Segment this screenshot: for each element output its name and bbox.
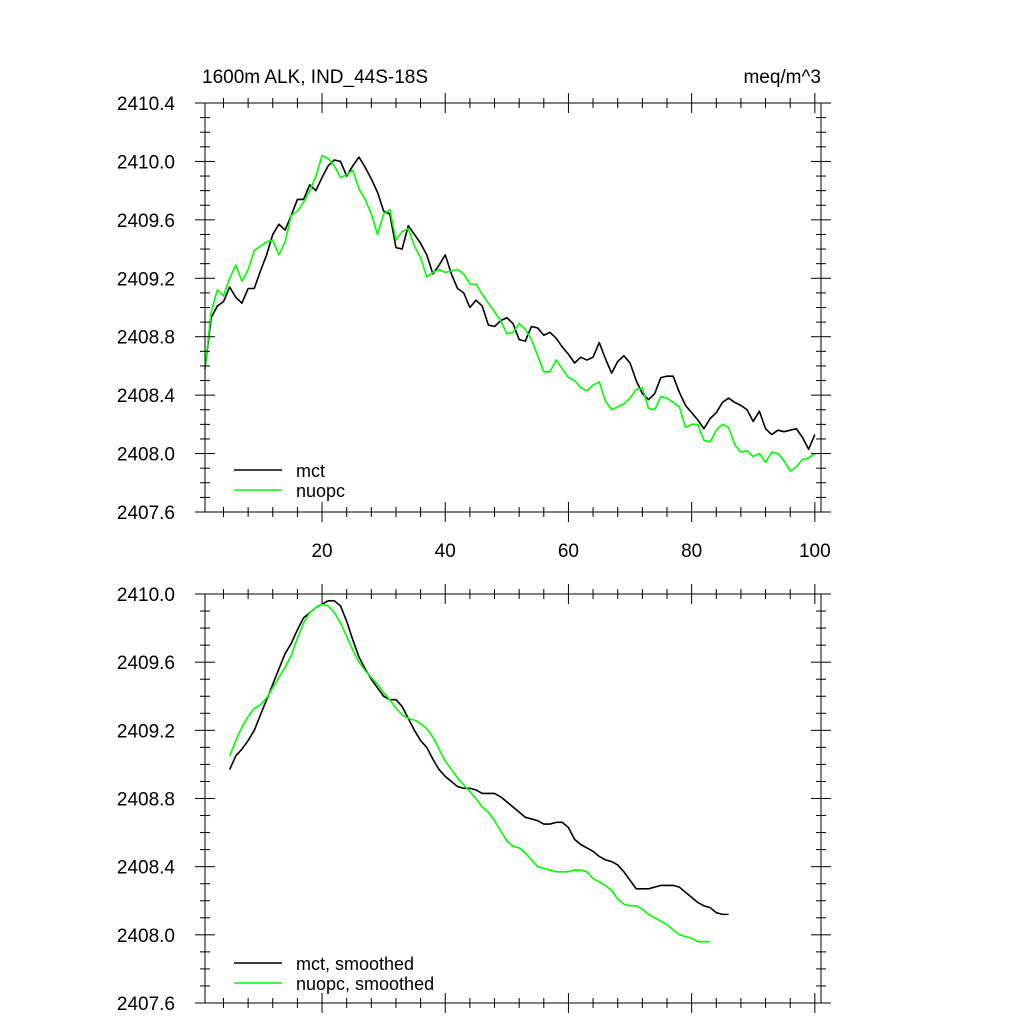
top-y-tick-label: 2407.6 [117, 503, 175, 524]
top-axes: 20 40 60 80 100 2407.6 2408.0 2408.4 2408.8 2409.… [117, 93, 831, 562]
top-panel: 1600m ALK, IND_44S-18S meq/m^3 20 40 60 80 1… [117, 67, 831, 562]
top-title-right: meq/m^3 [743, 67, 821, 88]
top-series-line-mct [204, 156, 816, 450]
bottom-y-tick-label: 2407.6 [117, 994, 175, 1015]
bottom-series-line-nuopc [228, 603, 711, 943]
bottom-y-tick-label: 2409.6 [117, 653, 175, 674]
top-legend: mct nuopc [234, 461, 345, 501]
top-title-left: 1600m ALK, IND_44S-18S [202, 67, 428, 88]
bottom-legend-label-nuopc: nuopc, smoothed [296, 974, 434, 994]
top-x-tick-label: 60 [558, 541, 579, 562]
top-legend-label-mct: mct [296, 461, 325, 481]
top-y-tick-label: 2408.0 [117, 445, 175, 466]
bottom-y-tick-label: 2409.2 [117, 721, 175, 742]
bottom-y-tick-label: 2408.8 [117, 790, 175, 811]
bottom-panel: 2407.6 2408.0 2408.4 2408.8 2409.2 2409.6 2410… [117, 584, 831, 1015]
top-y-tick-label: 2409.6 [117, 211, 175, 232]
top-x-tick-label: 80 [681, 541, 702, 562]
top-y-tick-label: 2408.4 [117, 386, 176, 407]
top-x-tick-label: 100 [799, 541, 831, 562]
bottom-plot-frame [204, 593, 822, 1004]
top-y-tick-label: 2410.0 [117, 152, 175, 173]
top-x-tick-label: 20 [311, 541, 332, 562]
top-y-tick-label: 2410.4 [117, 94, 176, 115]
bottom-series-line-mct [228, 600, 729, 916]
top-series-group [204, 154, 816, 472]
top-x-tick-label: 40 [435, 541, 456, 562]
bottom-legend-label-mct: mct, smoothed [296, 954, 414, 974]
bottom-y-tick-label: 2408.0 [117, 926, 175, 947]
top-y-tick-label: 2408.8 [117, 328, 175, 349]
bottom-legend: mct, smoothed nuopc, smoothed [234, 954, 434, 994]
top-plot-frame [204, 102, 822, 513]
top-legend-label-nuopc: nuopc [296, 481, 345, 501]
bottom-y-tick-label: 2410.0 [117, 585, 175, 606]
top-series-line-nuopc [204, 154, 816, 472]
top-y-tick-label: 2409.2 [117, 269, 175, 290]
bottom-series-group [228, 600, 729, 943]
bottom-axes: 2407.6 2408.0 2408.4 2408.8 2409.2 2409.6 2410… [117, 584, 831, 1015]
bottom-y-tick-label: 2408.4 [117, 858, 176, 879]
